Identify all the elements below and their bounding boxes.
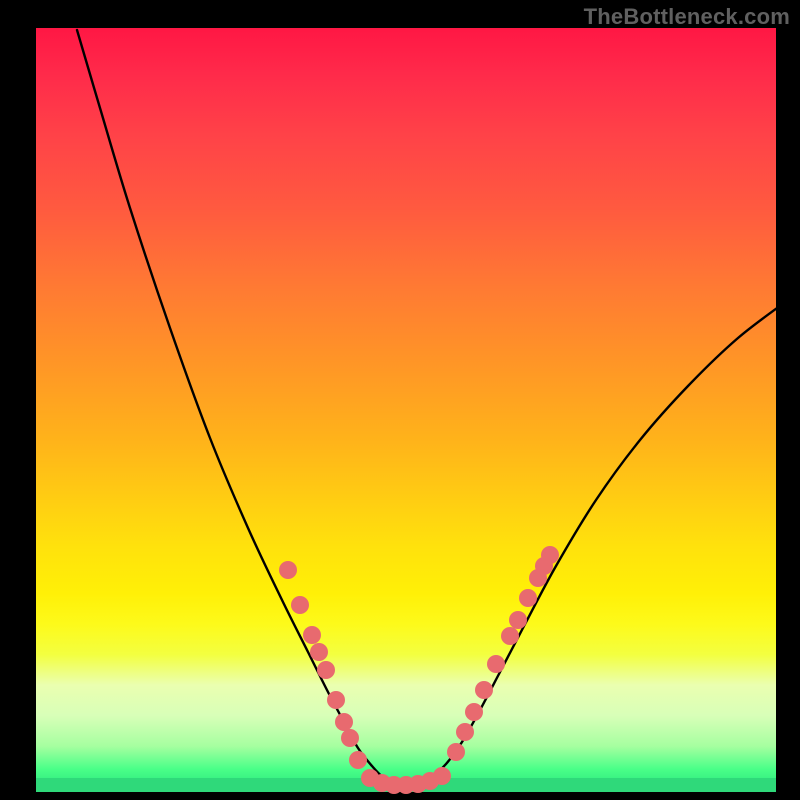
bead-marker [456, 723, 474, 741]
bead-marker [465, 703, 483, 721]
bead-marker [487, 655, 505, 673]
chart-svg [0, 0, 800, 800]
bead-marker [501, 627, 519, 645]
watermark-text: TheBottleneck.com [584, 4, 790, 30]
plot-area-gradient [36, 28, 788, 792]
bead-marker [279, 561, 297, 579]
bead-marker [303, 626, 321, 644]
bead-marker [475, 681, 493, 699]
bead-marker [433, 767, 451, 785]
bead-marker [519, 589, 537, 607]
bead-marker [291, 596, 309, 614]
bead-marker [310, 643, 328, 661]
bead-marker [341, 729, 359, 747]
bead-marker [349, 751, 367, 769]
bead-marker [447, 743, 465, 761]
chart-stage: TheBottleneck.com [0, 0, 800, 800]
bead-marker [509, 611, 527, 629]
bead-marker [335, 713, 353, 731]
bead-marker [327, 691, 345, 709]
bead-marker [541, 546, 559, 564]
bead-marker [317, 661, 335, 679]
right-black-strip [776, 28, 800, 792]
